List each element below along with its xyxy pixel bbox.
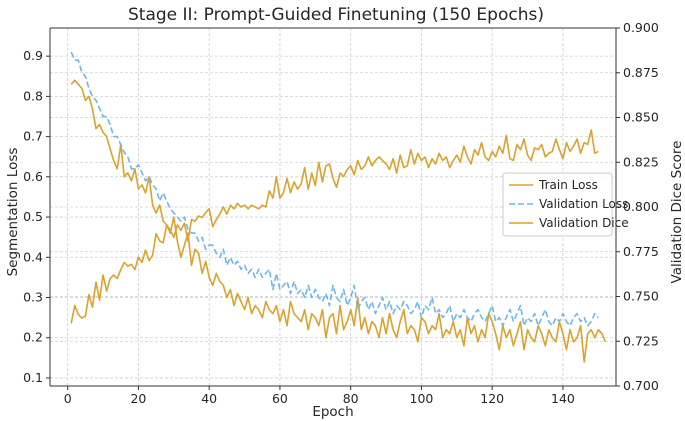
y-tick-label-left: 0.2 [23, 330, 43, 345]
y-tick-label-left: 0.4 [23, 249, 43, 264]
axes: 0 20 40 60 80 100 120 1400.10.20.30.40.50.60.70… [23, 20, 659, 406]
y-tick-label-right: 0.900 [623, 20, 659, 35]
x-tick-label: 40 [201, 391, 217, 406]
y-tick-label-left: 0.7 [23, 129, 43, 144]
x-tick-label: 60 [272, 391, 288, 406]
y-tick-label-left: 0.1 [23, 370, 43, 385]
y-tick-label-left: 0.6 [23, 169, 43, 184]
legend-label: Validation Dice [539, 216, 629, 230]
series-line-validation-loss [70, 51, 599, 327]
y-axis-label-right: Validation Dice Score [669, 141, 685, 284]
y-tick-label-right: 0.875 [623, 65, 659, 80]
y-tick-label-right: 0.850 [623, 110, 659, 125]
x-tick-label: 0 [64, 391, 72, 406]
series-line-train-loss [70, 79, 607, 363]
y-tick-label-right: 0.725 [623, 333, 659, 348]
y-tick-label-right: 0.825 [623, 154, 659, 169]
x-tick-label: 120 [480, 391, 504, 406]
series-layer [70, 51, 607, 363]
y-axis-label-left: Segmentation Loss [5, 148, 21, 277]
legend-box [502, 172, 613, 237]
x-tick-label: 80 [343, 391, 359, 406]
y-tick-label-left: 0.8 [23, 88, 43, 103]
legend: Train Loss Validation Loss Validation Dice [502, 172, 629, 237]
y-tick-label-left: 0.9 [23, 48, 43, 63]
y-tick-label-left: 0.3 [23, 290, 43, 305]
chart-title: Stage II: Prompt-Guided Finetuning (150 … [128, 5, 544, 25]
y-tick-label-right: 0.750 [623, 289, 659, 304]
x-tick-label: 20 [130, 391, 146, 406]
x-axis-label: Epoch [312, 404, 353, 420]
y-tick-label-right: 0.775 [623, 244, 659, 259]
y-tick-label-right: 0.700 [623, 378, 659, 393]
series-line-validation-dice [70, 129, 599, 324]
legend-label: Train Loss [538, 178, 598, 192]
grid [50, 27, 616, 387]
y-tick-label-left: 0.5 [23, 209, 43, 224]
x-tick-label: 140 [551, 391, 575, 406]
legend-label: Validation Loss [539, 197, 628, 211]
y-tick-label-right: 0.800 [623, 199, 659, 214]
x-tick-label: 100 [410, 391, 434, 406]
